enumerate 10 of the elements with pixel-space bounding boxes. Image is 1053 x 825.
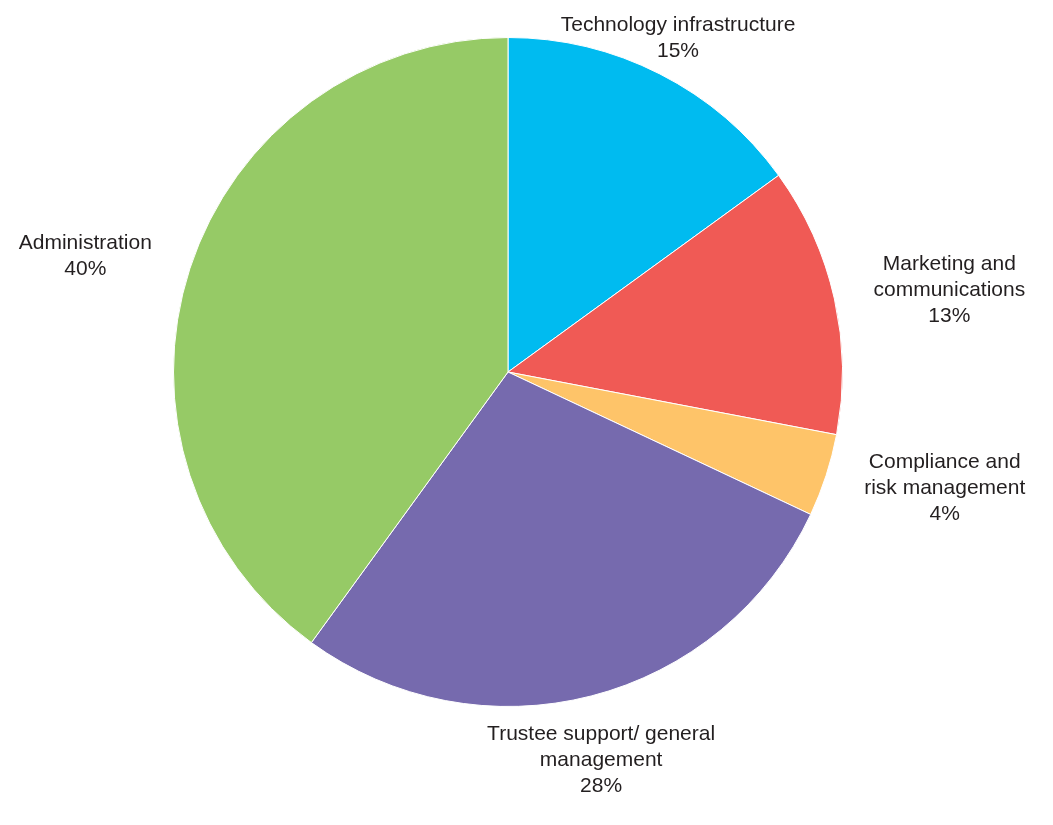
slice-label: Administration [18, 230, 152, 254]
slice-label: Compliance and risk management [864, 448, 1026, 498]
slice-label: Technology infrastructure [560, 12, 796, 36]
data-label: 15% [657, 38, 700, 62]
slice-label: Trustee support/ general management [487, 720, 716, 770]
data-label: 28% [580, 772, 623, 796]
slice-label: Marketing and communications [873, 251, 1026, 301]
data-label: 40% [64, 256, 107, 280]
data-label: 4% [929, 500, 960, 524]
data-label: 13% [928, 303, 971, 327]
